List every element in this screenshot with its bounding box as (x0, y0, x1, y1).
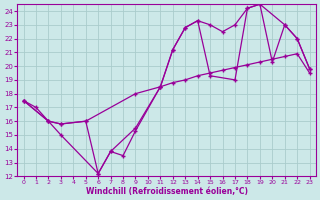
X-axis label: Windchill (Refroidissement éolien,°C): Windchill (Refroidissement éolien,°C) (85, 187, 248, 196)
